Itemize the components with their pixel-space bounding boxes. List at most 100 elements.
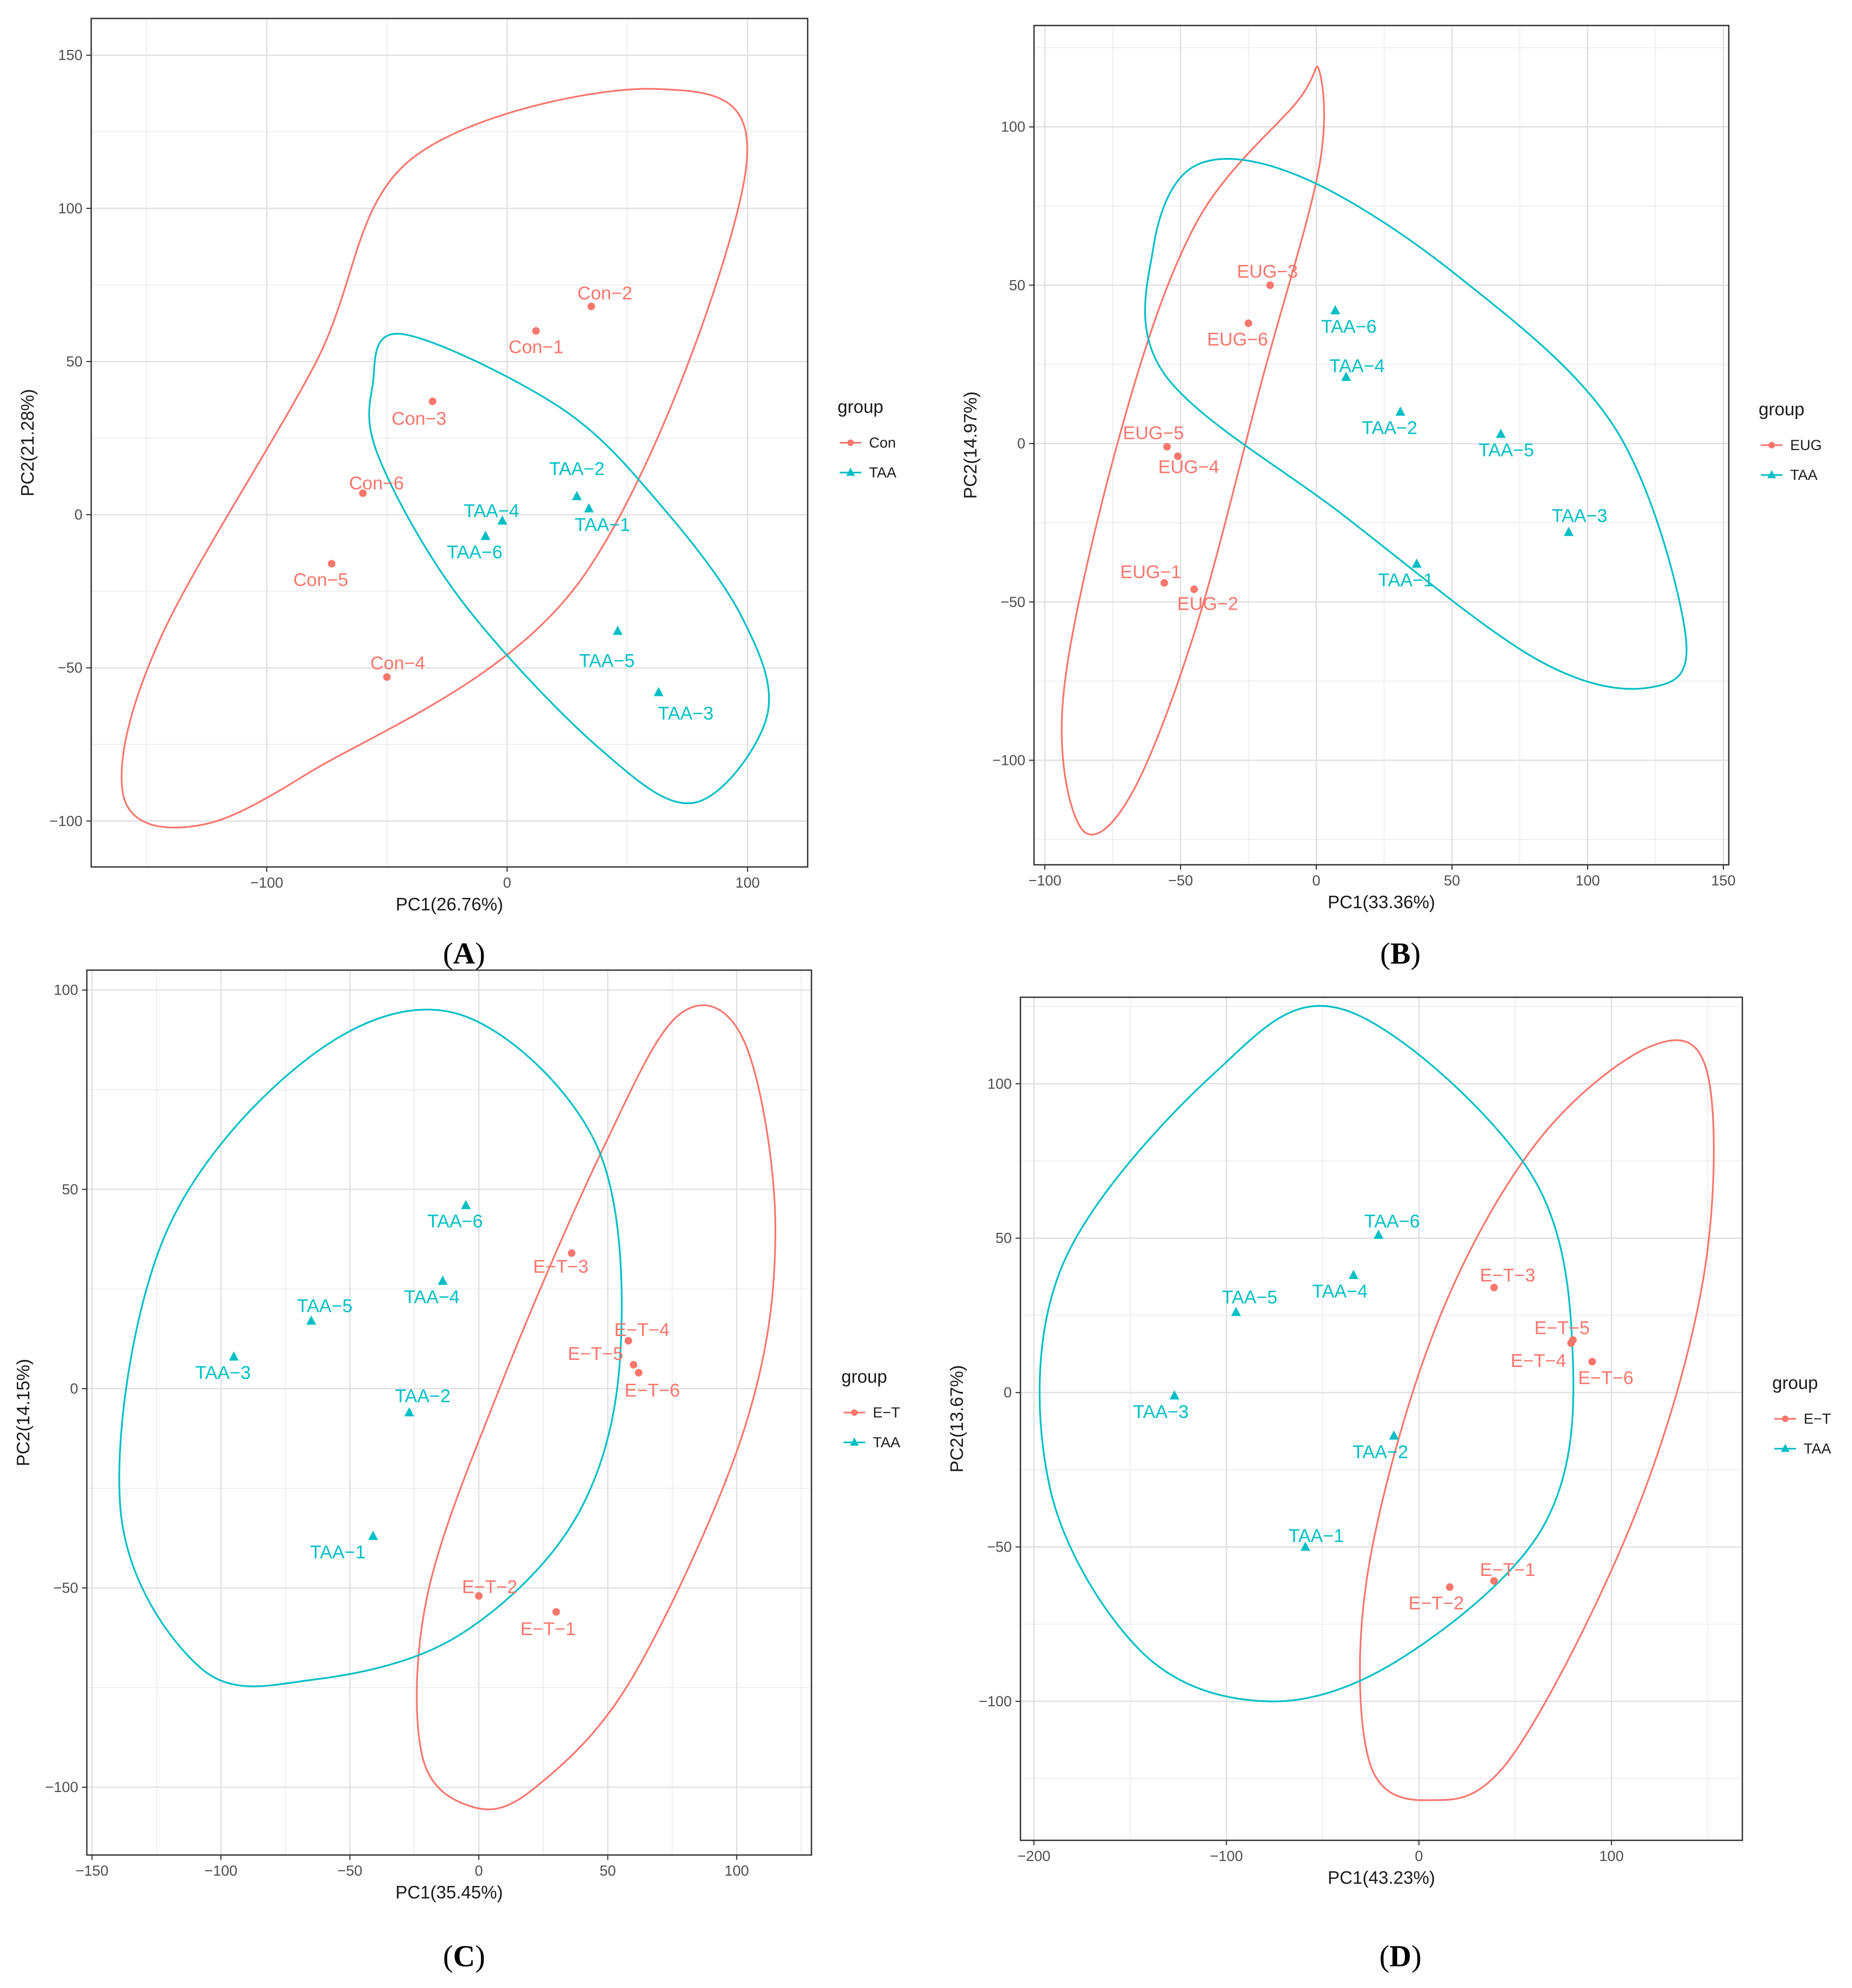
data-point xyxy=(1341,371,1351,381)
data-point xyxy=(552,1608,560,1616)
point-label: EUG−5 xyxy=(1123,423,1184,444)
legend-key-marker xyxy=(1767,470,1776,478)
data-point xyxy=(475,1592,483,1600)
legend-key-marker xyxy=(850,1438,859,1446)
data-point xyxy=(359,489,367,497)
point-label: E−T−4 xyxy=(1511,1351,1566,1371)
data-point xyxy=(480,530,491,540)
point-label: TAA−6 xyxy=(427,1211,483,1232)
y-tick-label: −100 xyxy=(45,1779,78,1795)
chart-panel-2: −100 −50 0 50 100 150 −100 −50 0 50 100 PC1(33.36%)… xyxy=(960,24,1822,971)
x-tick-label: 150 xyxy=(1711,872,1735,889)
data-point xyxy=(368,1530,378,1540)
x-tick-label: 0 xyxy=(475,1863,483,1879)
y-tick-label: −50 xyxy=(53,1580,78,1596)
y-axis-label: PC2(14.97%) xyxy=(960,391,980,499)
point-label: E−T−2 xyxy=(462,1577,517,1598)
legend-title: group xyxy=(1772,1373,1818,1393)
x-axis-label: PC1(35.45%) xyxy=(395,1882,503,1902)
point-label: TAA−4 xyxy=(1329,356,1385,377)
x-tick-label: −100 xyxy=(1210,1848,1243,1864)
y-tick-label: 150 xyxy=(58,47,83,64)
point-label: E−T−5 xyxy=(1534,1318,1590,1338)
point-label: E−T−1 xyxy=(1480,1560,1535,1580)
point-label: TAA−3 xyxy=(658,703,713,724)
data-point xyxy=(1496,428,1506,438)
plot-content: E−T−1E−T−2E−T−3E−T−4E−T−5E−T−6TAA−1TAA−2… xyxy=(118,1004,777,1810)
data-point xyxy=(306,1315,316,1325)
data-point xyxy=(630,1360,638,1369)
confidence-ellipse-taa xyxy=(368,333,770,805)
legend-entry: E−T xyxy=(873,1404,900,1421)
confidence-ellipse-taa xyxy=(1038,1005,1575,1702)
point-label: TAA−6 xyxy=(447,542,502,563)
data-point xyxy=(428,397,436,406)
plot-content: EUG−1 EUG−2 EUG−3 EUG−4 EUG−5 EUG−6 TAA−1 TAA−2… xyxy=(1061,65,1688,836)
x-tick-label: −100 xyxy=(1029,872,1062,889)
x-tick-label: −100 xyxy=(250,875,283,891)
x-axis-label: PC1(33.36%) xyxy=(1328,892,1435,912)
data-point xyxy=(1300,1541,1310,1551)
y-tick-label: 50 xyxy=(995,1230,1012,1246)
data-point xyxy=(1445,1583,1454,1591)
panel-label: (D) xyxy=(1379,1940,1422,1973)
y-tick-label: 0 xyxy=(70,1381,78,1397)
point-label: TAA−4 xyxy=(404,1287,459,1308)
y-axis-label: PC2(21.28%) xyxy=(17,389,37,496)
legend-key-marker xyxy=(847,439,854,446)
y-tick-label: −50 xyxy=(58,660,83,676)
point-label: E−T−6 xyxy=(1578,1367,1633,1388)
data-point xyxy=(1569,1336,1577,1344)
plot-background xyxy=(87,970,811,1855)
plot-frame xyxy=(1019,996,1743,1841)
point-label: EUG−2 xyxy=(1177,593,1238,614)
panel-label: (A) xyxy=(443,937,485,971)
y-tick-label: −100 xyxy=(49,813,83,829)
data-point xyxy=(568,1249,576,1257)
y-tick-label: 0 xyxy=(74,507,83,523)
point-label: TAA−5 xyxy=(297,1296,352,1316)
point-label: E−T−3 xyxy=(533,1256,588,1277)
data-point xyxy=(229,1351,239,1361)
legend-title: group xyxy=(838,397,883,417)
data-point xyxy=(1190,585,1198,593)
data-point xyxy=(583,503,594,512)
chart-panel-1: −100 0 100 −100 −50 0 50 100 150 PC1(26.76%) PC2(2… xyxy=(17,17,897,971)
plot-content: E−T−1E−T−2E−T−3E−T−4E−T−5E−T−6TAA−1TAA−2… xyxy=(1038,1005,1715,1801)
point-label: E−T−6 xyxy=(625,1381,680,1401)
point-label: TAA−4 xyxy=(1312,1281,1367,1302)
point-label: Con−5 xyxy=(293,569,348,590)
y-tick-label: −50 xyxy=(987,1539,1012,1555)
legend-title: group xyxy=(841,1366,887,1386)
data-point xyxy=(1396,406,1405,416)
data-point xyxy=(1490,1283,1498,1291)
chart-panel-4: −200 −100 0 100 −100 −50 0 50 100 PC1(43.23%) PC2(… xyxy=(947,996,1831,1973)
legend-title: group xyxy=(1759,399,1804,419)
y-axis-label: PC2(13.67%) xyxy=(947,1365,967,1472)
point-label: E−T−1 xyxy=(521,1619,576,1639)
point-label: TAA−3 xyxy=(1133,1402,1189,1422)
point-label: EUG−4 xyxy=(1158,457,1219,477)
x-tick-label: −150 xyxy=(75,1863,109,1879)
x-tick-label: 100 xyxy=(1599,1848,1623,1864)
data-point xyxy=(1389,1430,1399,1440)
legend-entry: TAA xyxy=(869,465,897,481)
point-label: E−T−2 xyxy=(1409,1593,1464,1614)
data-point xyxy=(1231,1307,1241,1316)
plot-frame xyxy=(90,17,809,868)
point-label: Con−2 xyxy=(578,283,632,303)
plot-frame xyxy=(86,969,813,1856)
point-label: TAA−4 xyxy=(464,501,519,521)
data-point xyxy=(1348,1269,1359,1279)
legend-entry: TAA xyxy=(873,1434,900,1451)
data-point xyxy=(497,515,508,525)
data-point xyxy=(461,1200,471,1210)
data-point xyxy=(1245,319,1252,327)
data-point xyxy=(1412,558,1422,568)
y-tick-label: 100 xyxy=(54,982,78,998)
y-tick-label: 100 xyxy=(987,1075,1012,1092)
data-point xyxy=(1330,305,1340,315)
data-point xyxy=(1266,281,1274,289)
data-point xyxy=(383,673,391,681)
x-axis-label: PC1(43.23%) xyxy=(1328,1867,1435,1888)
